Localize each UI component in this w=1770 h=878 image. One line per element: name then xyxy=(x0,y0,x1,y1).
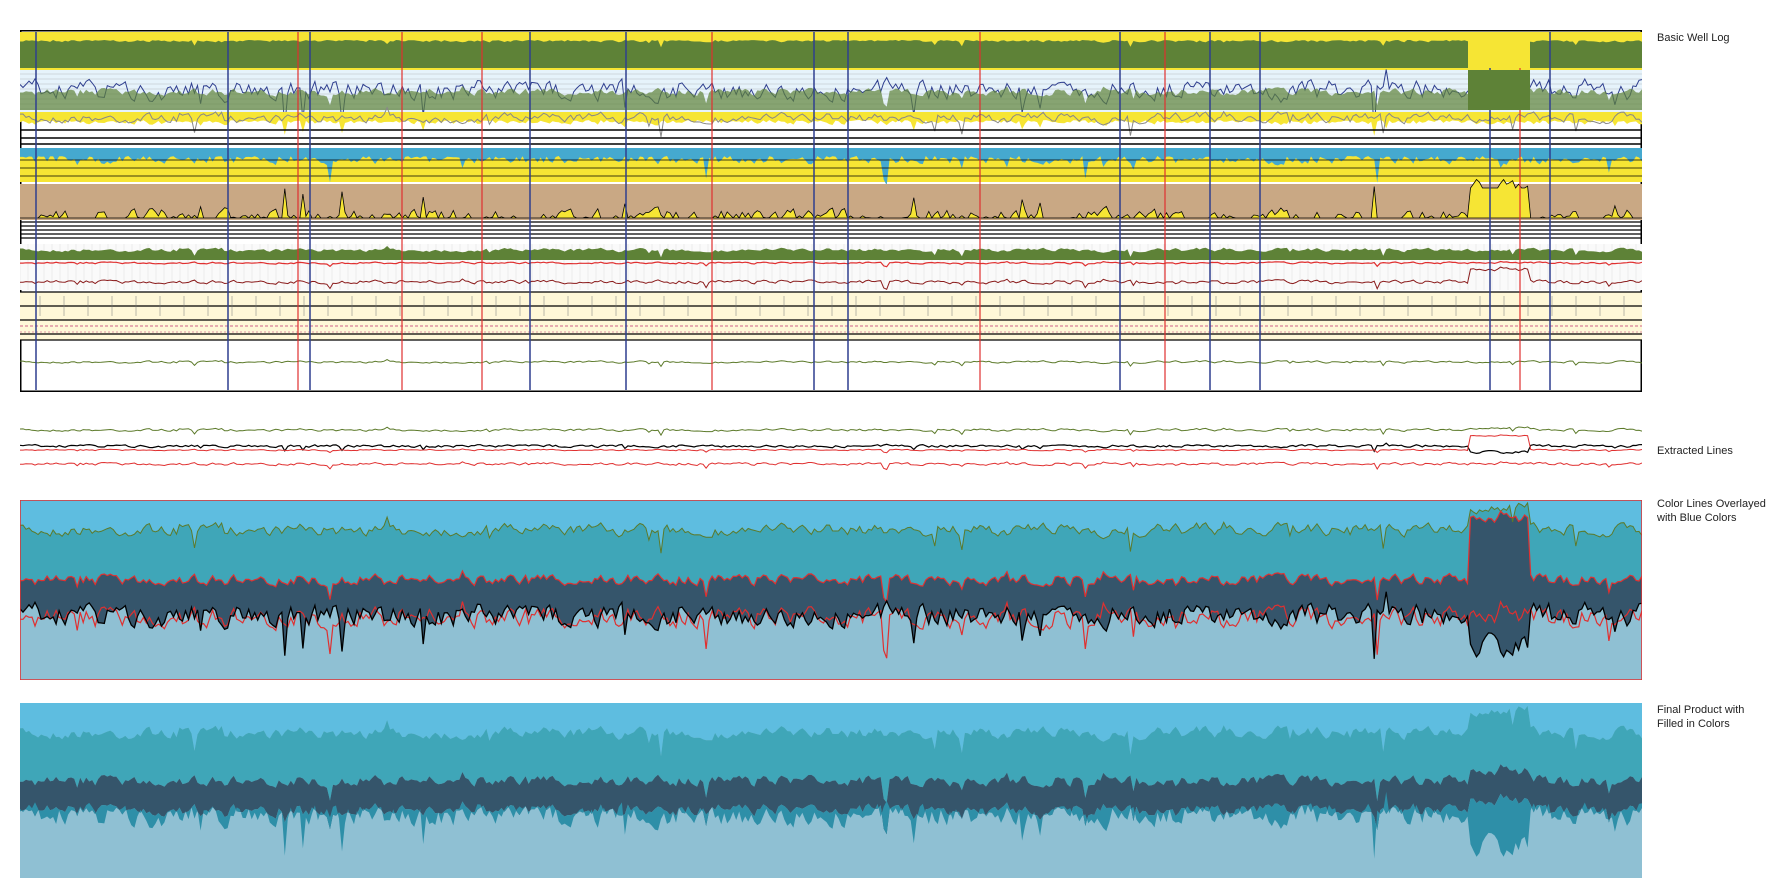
label-final-product: Final Product with Filled in Colors xyxy=(1657,704,1745,730)
basic-well-log-panel xyxy=(20,30,1642,392)
label-color-lines-overlay: Color Lines Overlayed with Blue Colors xyxy=(1657,498,1766,524)
final-product-panel xyxy=(20,703,1642,878)
color-lines-overlay-image xyxy=(20,500,1642,680)
label-extracted-lines: Extracted Lines xyxy=(1657,445,1733,457)
label-basic-well-log: Basic Well Log xyxy=(1657,32,1730,44)
final-product-image xyxy=(20,703,1642,878)
overlay-panel xyxy=(20,500,1642,680)
extracted-lines-panel xyxy=(20,418,1642,478)
extracted-lines-image xyxy=(20,426,1642,471)
well-log-image xyxy=(20,30,1642,392)
